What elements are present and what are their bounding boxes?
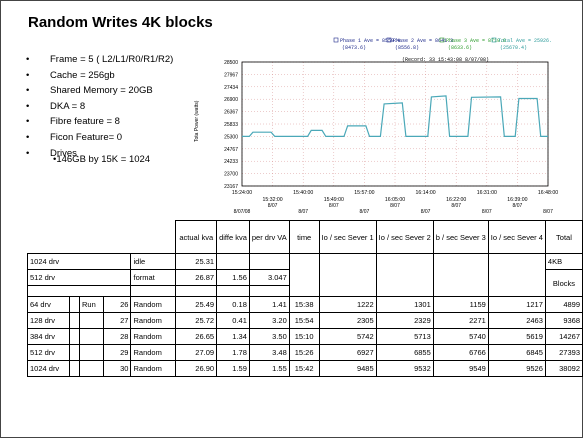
bullet-icon: •: [26, 131, 30, 143]
spec-item: • Frame = 5 ( L2/L1/R0/R1/R2): [26, 54, 174, 65]
col-header: Io / sec Sever 4: [487, 220, 546, 254]
y-tick-label: 25300: [224, 134, 238, 140]
legend-sub-label: (25670.4): [500, 45, 527, 51]
legend-sub-label: (8473.6): [342, 45, 366, 51]
x-tick-date: 8/07: [329, 203, 339, 209]
spec-item: • Drives: [26, 147, 77, 159]
spec-list: • Frame = 5 ( L2/L1/R0/R1/R2) • Cache = 25…: [18, 52, 173, 161]
y-tick-label: 27434: [224, 85, 238, 91]
spec-item: • Shared Memory = 20GB: [26, 85, 153, 97]
col-header: Io / sec Sever 1: [318, 220, 377, 254]
y-tick-label: 26367: [224, 110, 238, 116]
x-tick-label: 16:14:00: [415, 190, 435, 196]
x-tick-label: 16:48:00: [538, 190, 558, 196]
x-tick-date: 8/07/08: [234, 209, 251, 214]
bullet-icon: •: [26, 147, 30, 159]
legend-sub-label: (8556.8): [395, 45, 419, 51]
chart-legend: Phase 1 Ave = 8559.4(8473.6) Phase 2 Ave …: [333, 37, 552, 51]
col-header: per drv VA: [248, 220, 290, 254]
col-header: b / sec Sever 3: [432, 220, 489, 254]
bullet-icon: •: [26, 69, 30, 81]
col-header: Total: [544, 220, 583, 254]
legend-swatch: [439, 37, 445, 43]
legend-label: Phase 2 Ave = 8641.3: [393, 38, 453, 44]
table-row: 512 drv 29 Random 27.09 1.78 3.48 15:26 …: [27, 344, 583, 361]
legend-swatch: [491, 37, 497, 43]
table-row: 64 drv Run 26 Random 25.49 0.18 1.41 15:…: [27, 296, 583, 313]
x-tick-label: 15:40:00: [293, 190, 313, 196]
results-table: actual kva diffe kva per drv VA time Io …: [26, 220, 583, 377]
table-row: 1024 drv idle 25.31 4KB: [26, 253, 583, 297]
col-header: actual kva: [175, 220, 218, 254]
legend-sub-label: (8633.6): [448, 45, 472, 51]
total-power-line: [242, 95, 548, 138]
x-tick-label: 15:57:00: [354, 190, 374, 196]
spec-item: • Ficon Feature= 0: [26, 131, 123, 143]
x-tick-date: 8/07: [268, 203, 278, 209]
y-tick-label: 24767: [224, 147, 238, 153]
bullet-icon: •: [26, 116, 30, 128]
spec-item: • Cache = 256gb: [26, 69, 115, 81]
table-header-row: actual kva diffe kva per drv VA time Io …: [28, 220, 583, 254]
y-tick-label: 27967: [224, 72, 238, 78]
x-tick-label: 16:31:00: [477, 190, 497, 196]
table-row: 512 drv format 26.87 1.56 3.047 Blocks: [26, 269, 583, 297]
x-tick-label: 16:39:00: [507, 197, 527, 203]
y-tick-label: 24233: [224, 159, 238, 165]
plot-frame: [241, 61, 549, 187]
table-row: 1024 drv 30 Random 26.90 1.59 1.55 15:42…: [27, 360, 583, 377]
x-ticks: 15:24:008/07/0815:40:008/0715:57:008/071…: [232, 190, 558, 214]
col-header: Io / sec Sever 2: [375, 220, 434, 254]
legend-swatch: [386, 37, 392, 43]
slide-title: Random Writes 4K blocks: [28, 14, 213, 31]
x-tick-date: 8/07: [513, 203, 523, 209]
col-header: diffe kva: [216, 220, 250, 254]
x-tick-label: 16:05:00: [385, 197, 405, 203]
chart-grid: [241, 61, 549, 187]
legend-label: Total Ave = 25926.: [498, 38, 552, 44]
y-tick-label: 25833: [224, 122, 238, 128]
x-tick-date: 8/07: [360, 209, 370, 214]
col-header: time: [288, 220, 320, 254]
table-row: 384 drv 28 Random 26.65 1.34 3.50 15:10 …: [27, 328, 583, 345]
y-tick-label: 28500: [224, 60, 238, 66]
x-tick-date: 8/07: [482, 209, 492, 214]
chart-record-label: (Record: 33 15:43:08 8/07/08): [402, 57, 489, 63]
x-tick-label: 16:22:00: [446, 197, 466, 203]
legend-label: Phase 3 Ave = 8719.0: [446, 38, 506, 44]
y-tick-label: 23167: [224, 184, 238, 190]
bullet-icon: •: [26, 54, 30, 65]
spec-item: • Fibre feature = 8: [26, 116, 120, 128]
bullet-icon: •: [26, 100, 30, 112]
drives-sub-item: •146GB by 15K = 1024: [53, 154, 151, 165]
power-chart: Phase 1 Ave = 8559.4(8473.6) Phase 2 Ave …: [194, 37, 558, 214]
x-tick-date: 8/07: [421, 209, 431, 214]
spec-item: • DKA = 8: [26, 100, 86, 112]
y-tick-label: 23700: [224, 172, 238, 178]
x-tick-label: 15:49:00: [324, 197, 344, 203]
y-ticks: 28500 27967 27434 26900 26367 25833 25300 24767…: [224, 60, 238, 190]
legend-label: Phase 1 Ave = 8559.4: [340, 38, 400, 44]
x-tick-date: 8/07: [298, 209, 308, 214]
legend-swatch: [333, 37, 339, 43]
y-tick-label: 26900: [224, 97, 238, 103]
x-tick-label: 15:24:00: [232, 190, 252, 196]
x-tick-date: 8/07: [390, 203, 400, 209]
x-tick-label: 15:32:00: [262, 197, 282, 203]
table-row: 128 drv 27 Random 25.72 0.41 3.20 15:54 …: [27, 312, 583, 329]
x-tick-date: 8/07: [451, 203, 461, 209]
x-tick-date: 8/07: [543, 209, 553, 214]
bullet-icon: •: [26, 85, 30, 97]
y-axis-label: Tota Power (watts): [194, 100, 200, 142]
